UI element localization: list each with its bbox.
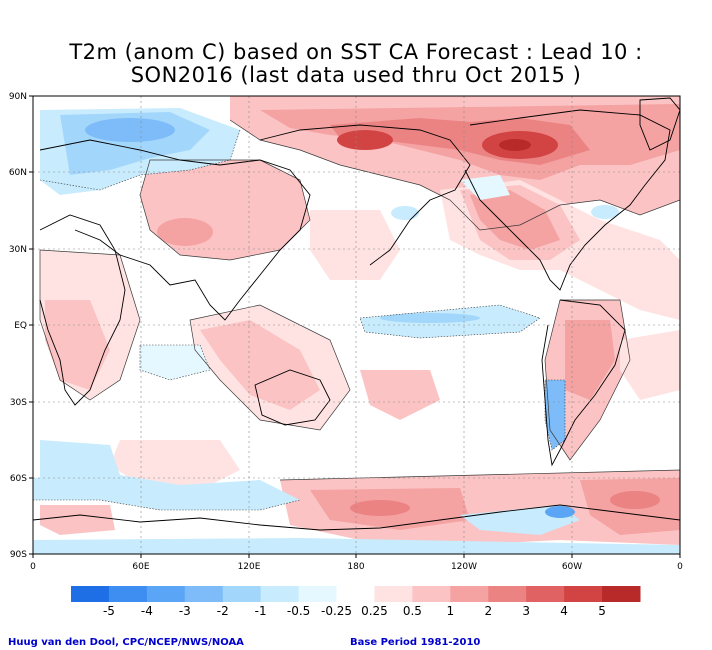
colorbar-swatch [146,586,186,602]
y-tick-label: EQ [14,321,27,331]
colorbar-swatch [336,586,375,602]
south-america-coast [541,299,626,467]
warm-region [200,320,320,410]
x-tick-label: 60E [132,562,149,572]
map-title-line1: T2m (anom C) based on SST CA Forecast : … [69,40,643,64]
warm-region [310,210,400,280]
y-tick-label: 30S [10,398,27,408]
cold-core [85,118,175,142]
colorbar-swatch [488,586,527,602]
warm-region [620,330,680,400]
warm-region [470,190,560,250]
australia-coast [254,369,331,426]
x-tick-label: 180 [347,562,364,572]
warm-core [157,218,213,246]
colorbar-label: 0.5 [402,604,422,618]
y-tick-label: 60S [10,474,27,484]
warm-core [337,130,393,150]
colorbar [71,586,641,602]
colorbar-swatch [564,586,603,602]
colorbar-label: 2 [484,604,493,618]
colorbar-label: -4 [140,604,153,618]
colorbar-swatch [374,586,413,602]
cold-region [33,538,680,554]
warm-region [40,505,115,535]
east-asia-coast [259,124,471,266]
cold-region [545,380,565,450]
warm-core [610,491,660,509]
colorbar-swatch [412,586,451,602]
africa-coast [39,214,126,406]
graticule [33,96,680,554]
eurasia-coast [39,139,311,321]
colorbar-label: 1 [446,604,455,618]
y-tick-label: 90N [9,92,27,102]
y-tick-label: 60N [9,168,27,178]
colorbar-label: -3 [178,604,191,618]
colorbar-swatch [260,586,300,602]
x-tick-label: 60W [562,562,582,572]
colorbar-label: 4 [560,604,568,618]
colorbar-swatch [298,586,338,602]
greenland-coast [639,97,680,151]
map-title-line2: SON2016 (last data used thru Oct 2015 ) [130,63,582,87]
colorbar-swatch [602,586,641,602]
colorbar-label: -0.5 [286,604,311,618]
warm-core [499,139,531,151]
colorbar-label: 5 [598,604,606,618]
cold-region [140,345,210,380]
warm-region [360,370,440,420]
colorbar-swatch [108,586,148,602]
x-tick-label: 0 [30,562,36,572]
colorbar-swatch [450,586,489,602]
map-field [33,96,680,554]
cold-region [380,313,480,323]
colorbar-swatch [184,586,224,602]
y-tick-label: 90S [10,550,27,560]
x-tick-label: 120E [238,562,261,572]
colorbar-label: -2 [216,604,229,618]
colorbar-label: 0.25 [361,604,388,618]
colorbar-swatch [222,586,262,602]
antarctica-coast [33,504,680,531]
colorbar-label: -0.25 [321,604,353,618]
colorbar-label: -1 [254,604,267,618]
warm-region [565,320,615,400]
cold-core [545,506,575,518]
base-period-text: Base Period 1981-2010 [350,637,481,648]
colorbar-label: 3 [522,604,531,618]
contour-lines [33,129,566,511]
warm-core [350,500,410,516]
cold-region [33,475,300,510]
cold-region [591,205,619,219]
colorbar-swatch [526,586,565,602]
x-tick-label: 120W [451,562,477,572]
colorbar-label: -5 [102,604,115,618]
warm-region [110,440,240,490]
north-america-coast [464,109,671,291]
contour-lines [39,119,680,481]
credit-text: Huug van den Dool, CPC/NCEP/NWS/NOAA [8,637,244,648]
x-tick-label: 0 [677,562,683,572]
cold-region [460,175,510,200]
coastlines [33,97,680,531]
y-tick-label: 30N [9,245,27,255]
colorbar-swatch [71,586,110,602]
cold-region [391,206,419,220]
axis-ticks [29,95,681,558]
